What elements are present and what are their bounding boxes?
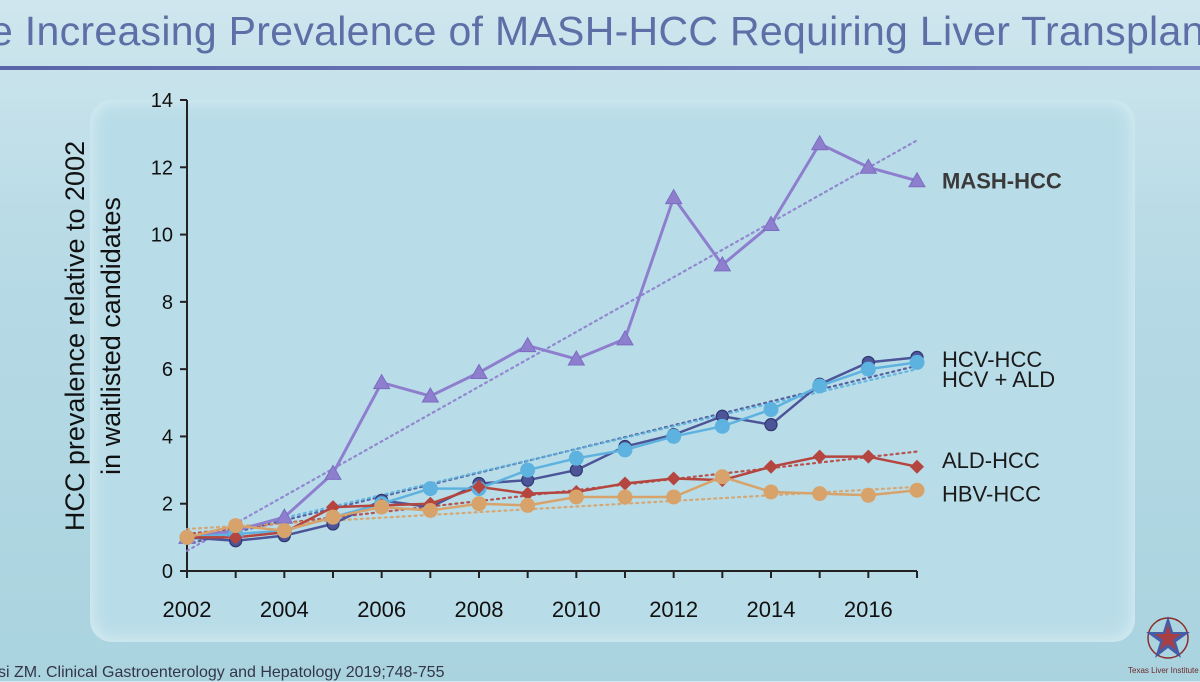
data-point <box>422 481 438 497</box>
series-line <box>186 142 918 539</box>
data-point <box>666 489 682 505</box>
x-tick-label: 2002 <box>163 597 212 622</box>
data-point <box>520 462 536 478</box>
data-point <box>567 350 586 366</box>
data-point <box>617 442 633 458</box>
x-tick-label: 2016 <box>844 597 893 622</box>
x-tick-label: 2008 <box>455 597 504 622</box>
series-label: HCV-HCC <box>942 347 1042 372</box>
series-label: HBV-HCC <box>942 482 1041 507</box>
series-lines <box>186 142 918 542</box>
data-point <box>664 188 683 205</box>
data-point <box>324 464 342 480</box>
series-line <box>186 475 918 539</box>
data-point <box>422 502 438 518</box>
data-point <box>179 529 195 545</box>
trend-line <box>185 364 919 546</box>
trend-lines <box>185 139 919 552</box>
slide-title: e Increasing Prevalence of MASH-HCC Requ… <box>0 8 1200 54</box>
data-point <box>714 469 730 485</box>
series-line <box>187 455 918 539</box>
data-point <box>763 402 779 418</box>
data-point <box>810 134 829 151</box>
data-point <box>568 489 584 505</box>
data-point <box>764 459 778 474</box>
data-point <box>228 530 243 545</box>
data-point <box>861 449 876 464</box>
star-logo-icon <box>1146 616 1190 659</box>
data-point <box>812 378 828 394</box>
data-point <box>764 418 778 432</box>
data-point <box>859 158 878 174</box>
data-point <box>372 373 391 390</box>
data-point <box>374 499 390 515</box>
y-tick-label: 0 <box>162 561 173 583</box>
data-point <box>472 479 486 494</box>
x-tick-label: 2012 <box>649 597 698 622</box>
data-point <box>909 354 925 370</box>
data-point <box>908 171 926 188</box>
data-point <box>421 387 440 403</box>
data-point <box>569 463 583 477</box>
y-axis-label: HCC prevalence relative to 2002 <box>60 141 90 531</box>
logo-text: Texas Liver Institute <box>1128 666 1199 675</box>
data-point <box>763 484 779 500</box>
data-point <box>325 509 341 525</box>
series-label: MASH-HCC <box>942 169 1062 194</box>
data-point <box>812 449 827 464</box>
data-point <box>518 336 537 353</box>
y-tick-label: 8 <box>162 292 173 314</box>
data-point <box>666 471 681 486</box>
y-tick-label: 14 <box>151 90 173 112</box>
data-point <box>910 459 924 474</box>
data-point <box>470 363 488 380</box>
data-point <box>713 255 732 272</box>
y-tick-label: 10 <box>151 225 173 247</box>
x-tick-label: 2010 <box>552 597 601 622</box>
y-tick-label: 6 <box>162 359 173 381</box>
series-markers <box>178 134 926 548</box>
data-point <box>666 428 682 444</box>
data-point <box>860 487 876 503</box>
data-point <box>860 361 876 377</box>
x-tick-label: 2006 <box>357 597 406 622</box>
data-point <box>617 489 633 505</box>
series-line <box>186 361 918 539</box>
trend-line <box>185 485 919 531</box>
y-tick-label: 4 <box>162 426 173 448</box>
series-label: HCV + ALD <box>942 367 1055 392</box>
title-divider <box>0 66 1200 70</box>
data-point <box>618 476 632 491</box>
chart-axes: 0 2 4 6 8 10 12 14 2002 2004 2006 2008 2010 2012 2014 2… <box>60 90 918 622</box>
data-point <box>616 329 634 346</box>
y-tick-label: 2 <box>162 494 173 516</box>
series-label: ALD-HCC <box>942 448 1040 473</box>
data-point <box>714 418 730 434</box>
data-point <box>228 518 244 534</box>
citation: ssi ZM. Clinical Gastroenterology and He… <box>0 664 445 681</box>
data-point <box>762 215 780 231</box>
x-tick-label: 2004 <box>260 597 309 622</box>
data-point <box>812 486 828 502</box>
chart-panel <box>90 100 1135 642</box>
series-line <box>186 356 918 542</box>
data-point <box>276 523 292 539</box>
data-point <box>520 497 536 513</box>
data-point <box>568 450 584 466</box>
x-tick-label: 2014 <box>747 597 796 622</box>
data-point <box>471 496 487 512</box>
trend-line <box>185 139 919 552</box>
y-tick-label: 12 <box>151 157 173 179</box>
data-point <box>909 482 925 498</box>
y-axis-label-line2: in waitlisted candidates <box>96 197 126 475</box>
data-point <box>520 486 535 501</box>
